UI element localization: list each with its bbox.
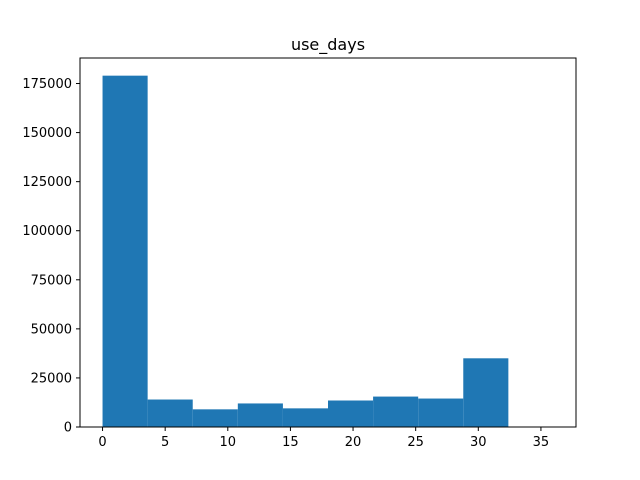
bar-4	[282, 408, 328, 427]
y-tick-label-7: 175000	[22, 77, 72, 92]
x-tick-label-4: 20	[345, 435, 362, 450]
bar-1	[147, 399, 193, 427]
bar-3	[237, 403, 283, 427]
bar-7	[418, 398, 464, 427]
y-axis: 0 25000 50000 75000 100000 125000 150000 175000	[22, 77, 80, 436]
bar-5	[328, 400, 374, 427]
x-tick-label-2: 10	[220, 435, 237, 450]
x-tick-label-0: 0	[98, 435, 106, 450]
y-tick-label-3: 75000	[31, 273, 72, 288]
bar-6	[373, 396, 419, 427]
y-tick-label-5: 125000	[22, 175, 72, 190]
bar-0	[102, 75, 148, 428]
x-tick-label-5: 25	[407, 435, 424, 450]
chart-title: use_days	[291, 35, 365, 55]
x-tick-label-7: 35	[533, 435, 550, 450]
y-tick-label-0: 0	[64, 421, 72, 436]
y-tick-label-1: 25000	[31, 371, 72, 386]
bar-2	[192, 409, 238, 427]
x-tick-label-1: 5	[161, 435, 169, 450]
y-tick-label-4: 100000	[22, 224, 72, 239]
y-tick-label-6: 150000	[22, 126, 72, 141]
bars-group	[102, 75, 509, 428]
plot-frame	[79, 57, 577, 428]
bar-8	[463, 358, 509, 427]
x-tick-label-3: 15	[282, 435, 299, 450]
x-axis: 0 5 10 15 20 25 30 35	[98, 427, 549, 450]
y-tick-label-2: 50000	[31, 322, 72, 337]
x-tick-label-6: 30	[470, 435, 487, 450]
